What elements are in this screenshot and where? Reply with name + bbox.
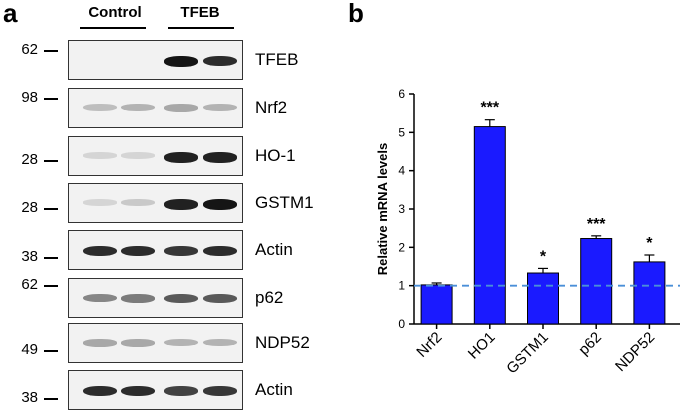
blot-band	[203, 339, 237, 347]
significance-label: ***	[587, 216, 606, 233]
protein-label: Nrf2	[255, 98, 288, 117]
y-tick-label: 0	[398, 317, 405, 331]
x-tick-label: Nrf2	[413, 329, 445, 361]
significance-label: *	[646, 235, 653, 252]
x-tick-label: GSTM1	[503, 329, 552, 378]
blot-p62-5	[68, 278, 243, 318]
blot-band	[203, 104, 237, 112]
mw-marker-tick	[44, 257, 58, 259]
y-tick-label: 4	[398, 164, 405, 178]
blot-band	[203, 246, 237, 257]
blot-band	[121, 386, 155, 397]
blot-band	[83, 339, 117, 347]
blot-band	[164, 294, 198, 304]
y-tick-label: 1	[398, 279, 405, 293]
mw-marker-tick	[44, 208, 58, 210]
mw-marker-label: 28	[21, 151, 38, 168]
blot-band	[203, 199, 237, 210]
blot-actin-4	[68, 230, 243, 270]
y-tick-label: 5	[398, 125, 405, 139]
blot-band	[83, 294, 117, 303]
protein-label: Actin	[255, 240, 293, 259]
y-axis-label: Relative mRNA levels	[375, 143, 390, 275]
blot-band	[164, 56, 198, 67]
mw-marker-label: 28	[21, 199, 38, 216]
blot-band	[164, 104, 198, 112]
blot-band	[83, 246, 117, 257]
x-tick-label: NDP52	[612, 329, 658, 375]
mw-marker-tick	[44, 50, 58, 52]
blot-band	[164, 386, 198, 396]
mw-marker-tick	[44, 398, 58, 400]
protein-label: Actin	[255, 380, 293, 399]
blot-band	[203, 152, 237, 163]
significance-label: *	[540, 248, 547, 265]
blot-band	[83, 199, 117, 206]
group-label-control: Control	[88, 4, 142, 21]
y-tick-label: 3	[398, 202, 405, 216]
blot-band	[203, 56, 237, 67]
protein-label: HO-1	[255, 146, 296, 165]
blot-band	[121, 246, 155, 257]
blot-band	[121, 104, 155, 112]
group-line-tfeb	[168, 27, 234, 29]
blot-ho-1-2	[68, 136, 243, 176]
mw-marker-label: 49	[21, 341, 38, 358]
mw-marker-label: 38	[21, 389, 38, 406]
significance-label: ***	[480, 100, 499, 117]
mw-marker-label: 98	[21, 89, 38, 106]
group-line-control	[80, 27, 146, 29]
blot-band	[83, 386, 117, 397]
bar-ho1	[473, 126, 506, 325]
mw-marker-label: 62	[21, 276, 38, 293]
blot-band	[83, 152, 117, 159]
mw-marker-tick	[44, 98, 58, 100]
blot-band	[203, 294, 237, 304]
mw-marker-label: 38	[21, 248, 38, 265]
blot-band	[121, 339, 155, 347]
blot-band	[164, 339, 198, 347]
blot-band	[83, 104, 117, 111]
blot-gstm1-3	[68, 183, 243, 223]
bar-ndp52	[633, 261, 666, 325]
blot-band	[164, 246, 198, 256]
panel-b-label: b	[348, 0, 364, 28]
protein-label: p62	[255, 288, 284, 307]
protein-label: GSTM1	[255, 193, 314, 212]
x-tick-label: HO1	[465, 329, 499, 363]
mw-marker-tick	[44, 285, 58, 287]
blot-ndp52-6	[68, 323, 243, 363]
protein-label: TFEB	[255, 50, 299, 69]
blot-band	[164, 152, 198, 163]
mw-marker-tick	[44, 160, 58, 162]
blot-band	[121, 199, 155, 206]
mw-marker-label: 62	[21, 41, 38, 58]
blot-band	[164, 199, 198, 210]
blot-actin-7	[68, 370, 243, 410]
blot-band	[121, 152, 155, 159]
group-label-tfeb: TFEB	[180, 4, 220, 21]
bar-nrf2	[420, 284, 453, 325]
blot-band	[203, 386, 237, 396]
panel-a-label: a	[3, 0, 18, 28]
y-tick-label: 2	[398, 240, 405, 254]
bar-p62	[580, 238, 613, 325]
blot-band	[121, 294, 155, 303]
bar-gstm1	[527, 272, 559, 325]
y-tick-label: 6	[398, 87, 405, 101]
mw-marker-tick	[44, 350, 58, 352]
blot-tfeb-0	[68, 40, 243, 80]
x-tick-label: p62	[575, 329, 605, 359]
protein-label: NDP52	[255, 333, 310, 352]
blot-nrf2-1	[68, 88, 243, 128]
